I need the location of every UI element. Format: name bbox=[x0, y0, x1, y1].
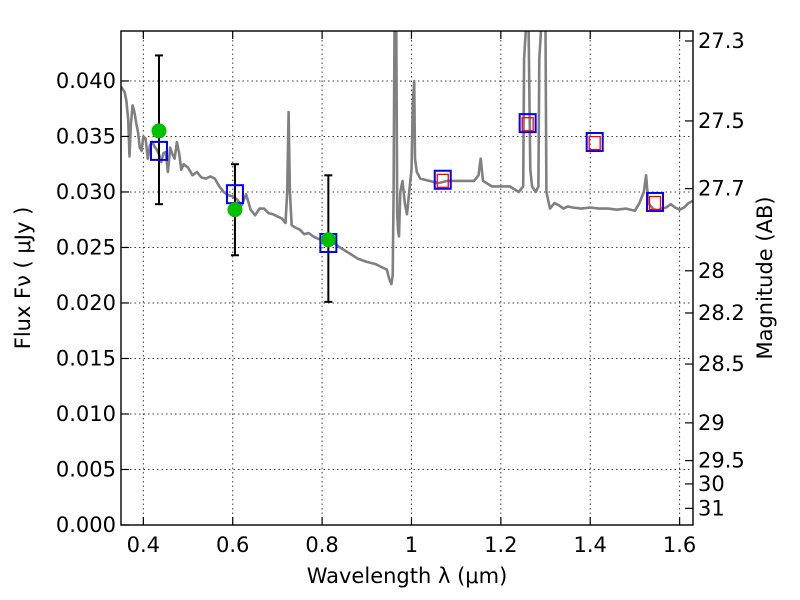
model-photometry-square bbox=[585, 132, 604, 153]
x-tick-label: 1.2 bbox=[484, 533, 517, 557]
model-photometry-square bbox=[518, 113, 537, 134]
x-tick-label: 0.6 bbox=[216, 533, 249, 557]
y-tick-label: 0.010 bbox=[56, 402, 116, 426]
data-markers bbox=[149, 54, 665, 303]
y2-axis-title: Magnitude (AB) bbox=[753, 196, 777, 359]
y-tick-label: 0.040 bbox=[56, 69, 116, 93]
y-tick-label: 0.035 bbox=[56, 124, 116, 148]
observed-photometry-square bbox=[436, 173, 449, 189]
y2-tick-label: 28 bbox=[698, 259, 725, 283]
y2-tick-label: 27.5 bbox=[698, 109, 745, 133]
y-tick-label: 0.000 bbox=[56, 513, 116, 537]
observed-photometry-square bbox=[588, 135, 601, 151]
y2-tick-label: 27.7 bbox=[698, 177, 745, 201]
observed-photometry-point bbox=[320, 232, 336, 248]
y2-tick-label: 28.2 bbox=[698, 301, 745, 325]
plot-frame bbox=[120, 30, 694, 526]
y-tick-label: 0.015 bbox=[56, 346, 116, 370]
plot-area bbox=[121, 31, 693, 286]
model-photometry-square bbox=[433, 169, 452, 190]
model-photometry-square bbox=[149, 140, 168, 161]
y-axis: 0.000 0.005 0.010 0.015 0.020 0.025 0.030 0.035… bbox=[56, 69, 129, 537]
y-tick-label: 0.005 bbox=[56, 457, 116, 481]
x-tick-label: 1.4 bbox=[574, 533, 607, 557]
x-tick-label: 1 bbox=[405, 533, 418, 557]
x-tick-label: 1.6 bbox=[663, 533, 696, 557]
spectrum-line bbox=[121, 31, 693, 286]
y2-tick-label: 28.5 bbox=[698, 352, 745, 376]
observed-photometry-point bbox=[227, 202, 243, 218]
y-tick-label: 0.025 bbox=[56, 235, 116, 259]
observed-photometry-square bbox=[521, 117, 534, 132]
x-axis-title: Wavelength λ (μm) bbox=[307, 564, 508, 588]
y2-tick-label: 29 bbox=[698, 411, 725, 435]
y-tick-label: 0.020 bbox=[56, 291, 116, 315]
y-tick-label: 0.030 bbox=[56, 180, 116, 204]
x-axis: 0.4 0.6 0.8 1 1.2 1.4 1.6 bbox=[127, 31, 696, 557]
y2-tick-label: 31 bbox=[698, 496, 725, 520]
model-photometry-square bbox=[646, 191, 665, 212]
y2-tick-label: 29.5 bbox=[698, 449, 745, 473]
x-tick-label: 0.8 bbox=[305, 533, 338, 557]
y-axis-title: Flux Fν ( μJy ) bbox=[11, 207, 35, 350]
y2-tick-label: 27.3 bbox=[698, 29, 745, 53]
observed-photometry-square bbox=[648, 195, 662, 211]
observed-photometry-point bbox=[151, 123, 167, 139]
x-tick-label: 0.4 bbox=[127, 533, 160, 557]
y2-tick-label: 30 bbox=[698, 472, 725, 496]
